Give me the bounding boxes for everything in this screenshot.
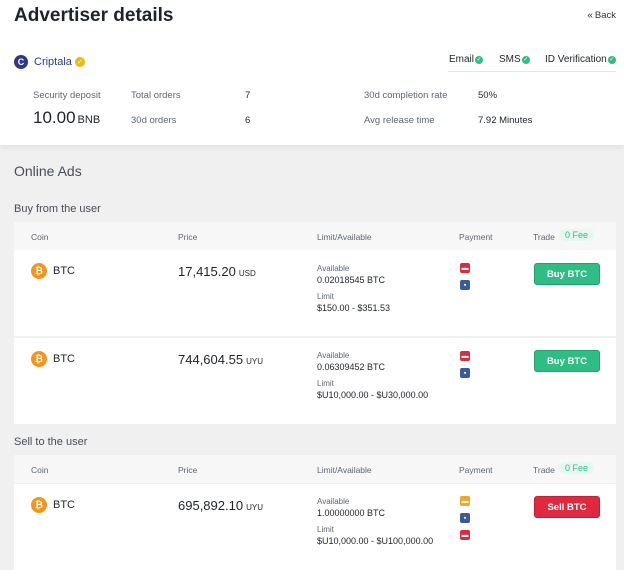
column-coin: Coin [31, 232, 49, 242]
check-circle-icon: ✓ [521, 55, 530, 64]
coin-name: BTC [53, 265, 75, 277]
email-verification-label: Email [449, 54, 475, 65]
limit-value: $U10,000.00 - $U30,000.00 [317, 390, 429, 400]
deposit-amount: 10.00 [33, 108, 76, 127]
sell-section-title: Sell to the user [14, 436, 88, 448]
bank-transfer-icon: ▬ [460, 263, 470, 273]
advertiser-panel: Advertiser details «Back C Criptala ✓ Em… [0, 0, 624, 146]
column-trade: Trade [533, 465, 555, 475]
bitcoin-icon: ₿ [31, 351, 47, 367]
fee-badge: 0 Fee [559, 229, 595, 241]
bitcoin-icon: ₿ [31, 263, 47, 279]
advertiser-name[interactable]: Criptala [34, 56, 72, 68]
price-value: 744,604.55 [178, 352, 244, 367]
deposit-unit: BNB [77, 114, 101, 126]
available-label: Available [317, 497, 350, 506]
column-coin: Coin [31, 465, 49, 475]
limit-value: $U10,000.00 - $U100,000.00 [317, 536, 434, 546]
limit-label: Limit [317, 379, 334, 388]
column-limit: Limit/Available [317, 232, 372, 242]
check-circle-icon: ✓ [607, 55, 616, 64]
bank-transfer-icon: ▬ [460, 351, 470, 361]
total-orders-label: Total orders [131, 90, 181, 101]
sms-verification: SMS ✓ [499, 54, 530, 65]
available-value: 0.02018545 BTC [317, 275, 386, 285]
price-currency: USD [238, 269, 256, 278]
card-payment-icon: ▪ [460, 513, 470, 523]
security-deposit-value: 10.00 BNB [33, 108, 100, 128]
coin-name: BTC [53, 353, 75, 365]
price: 17,415.20 USD [178, 264, 256, 279]
price-currency: UYU [246, 503, 263, 512]
price-value: 17,415.20 [178, 264, 236, 279]
completion-rate-label: 30d completion rate [364, 90, 448, 101]
column-price: Price [178, 465, 198, 475]
avg-release-label: Avg release time [364, 115, 435, 126]
coin-name: BTC [53, 499, 75, 511]
completion-rate-value: 50% [478, 90, 498, 101]
buy-btc-button[interactable]: Buy BTC [534, 350, 600, 372]
available-value: 1.00000000 BTC [317, 508, 386, 518]
check-circle-icon: ✓ [475, 55, 484, 64]
price: 695,892.10 UYU [178, 498, 263, 513]
email-verification: Email ✓ [449, 54, 484, 65]
available-value: 0.06309452 BTC [317, 362, 386, 372]
avatar: C [14, 55, 28, 69]
orders-30d-value: 6 [245, 115, 251, 126]
online-ads-title: Online Ads [14, 163, 82, 179]
cash-payment-icon: ▬ [460, 496, 470, 506]
orders-30d-label: 30d orders [131, 115, 177, 126]
total-orders-value: 7 [245, 90, 251, 101]
column-payment: Payment [459, 465, 493, 475]
table-header: Coin Price Limit/Available Payment Trade… [14, 222, 616, 250]
table-row: ₿ BTC 744,604.55 UYU Available 0.06309452… [14, 338, 616, 424]
available-label: Available [317, 351, 350, 360]
limit-label: Limit [317, 525, 334, 534]
id-verification-label: ID Verification [545, 54, 607, 65]
column-price: Price [178, 232, 198, 242]
sms-verification-label: SMS [499, 54, 521, 65]
limit-label: Limit [317, 292, 334, 301]
back-label: Back [594, 10, 616, 21]
security-deposit-label: Security deposit [33, 90, 101, 101]
column-payment: Payment [459, 232, 493, 242]
card-payment-icon: ▪ [460, 280, 470, 290]
divider [448, 71, 616, 72]
card-payment-icon: ▪ [460, 368, 470, 378]
column-trade: Trade [533, 232, 555, 242]
verified-badge-icon: ✓ [74, 57, 85, 67]
bitcoin-icon: ₿ [31, 497, 47, 513]
id-verification: ID Verification ✓ [545, 54, 616, 65]
page-title: Advertiser details [14, 5, 174, 26]
sell-btc-button[interactable]: Sell BTC [534, 496, 600, 518]
price-value: 695,892.10 [178, 498, 244, 513]
table-header: Coin Price Limit/Available Payment Trade… [14, 455, 616, 483]
column-limit: Limit/Available [317, 465, 372, 475]
table-row: ₿ BTC 695,892.10 UYU Available 1.00000000… [14, 484, 616, 570]
buy-section-title: Buy from the user [14, 203, 101, 215]
bank-transfer-icon: ▬ [460, 530, 470, 540]
advertiser-identity: C Criptala ✓ [14, 55, 85, 69]
price: 744,604.55 UYU [178, 352, 263, 367]
fee-badge: 0 Fee [559, 462, 595, 474]
double-chevron-left-icon: « [587, 10, 593, 21]
available-label: Available [317, 264, 350, 273]
limit-value: $150.00 - $351.53 [317, 303, 391, 313]
back-link[interactable]: «Back [587, 10, 616, 21]
price-currency: UYU [246, 357, 263, 366]
table-row: ₿ BTC 17,415.20 USD Available 0.02018545 … [14, 250, 616, 336]
buy-btc-button[interactable]: Buy BTC [534, 263, 600, 285]
avg-release-value: 7.92 Minutes [478, 115, 533, 126]
